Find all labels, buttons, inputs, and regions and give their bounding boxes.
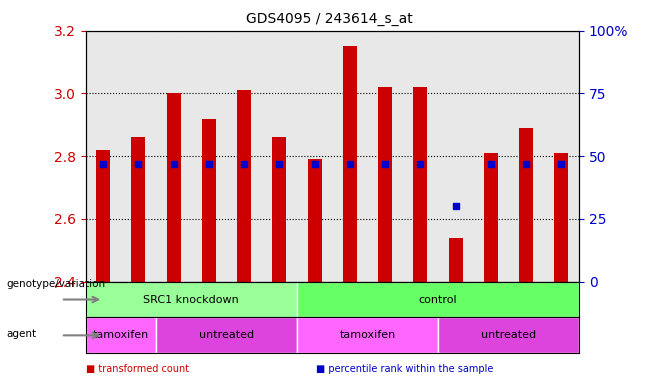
Text: genotype/variation: genotype/variation (7, 279, 106, 289)
Text: GDS4095 / 243614_s_at: GDS4095 / 243614_s_at (245, 12, 413, 25)
Text: tamoxifen: tamoxifen (340, 330, 395, 340)
Text: tamoxifen: tamoxifen (93, 330, 149, 340)
Bar (484, 153, 498, 281)
FancyBboxPatch shape (86, 318, 156, 353)
Bar (519, 128, 533, 281)
Bar (343, 46, 357, 281)
Bar (96, 150, 111, 281)
Bar (132, 137, 145, 281)
Bar (272, 137, 286, 281)
Bar (166, 93, 181, 281)
Bar (307, 159, 322, 281)
Text: ■ transformed count: ■ transformed count (86, 364, 189, 374)
FancyBboxPatch shape (156, 318, 297, 353)
Bar (202, 119, 216, 281)
Text: SRC1 knockdown: SRC1 knockdown (143, 295, 239, 305)
Bar (413, 87, 428, 281)
Text: ■ percentile rank within the sample: ■ percentile rank within the sample (316, 364, 494, 374)
Bar (554, 153, 569, 281)
FancyBboxPatch shape (297, 318, 438, 353)
FancyBboxPatch shape (86, 281, 297, 318)
Text: control: control (418, 295, 457, 305)
Text: untreated: untreated (199, 330, 254, 340)
Text: untreated: untreated (481, 330, 536, 340)
FancyBboxPatch shape (438, 318, 579, 353)
Text: agent: agent (7, 329, 37, 339)
Bar (237, 90, 251, 281)
Bar (378, 87, 392, 281)
FancyBboxPatch shape (297, 281, 579, 318)
Bar (449, 238, 463, 281)
